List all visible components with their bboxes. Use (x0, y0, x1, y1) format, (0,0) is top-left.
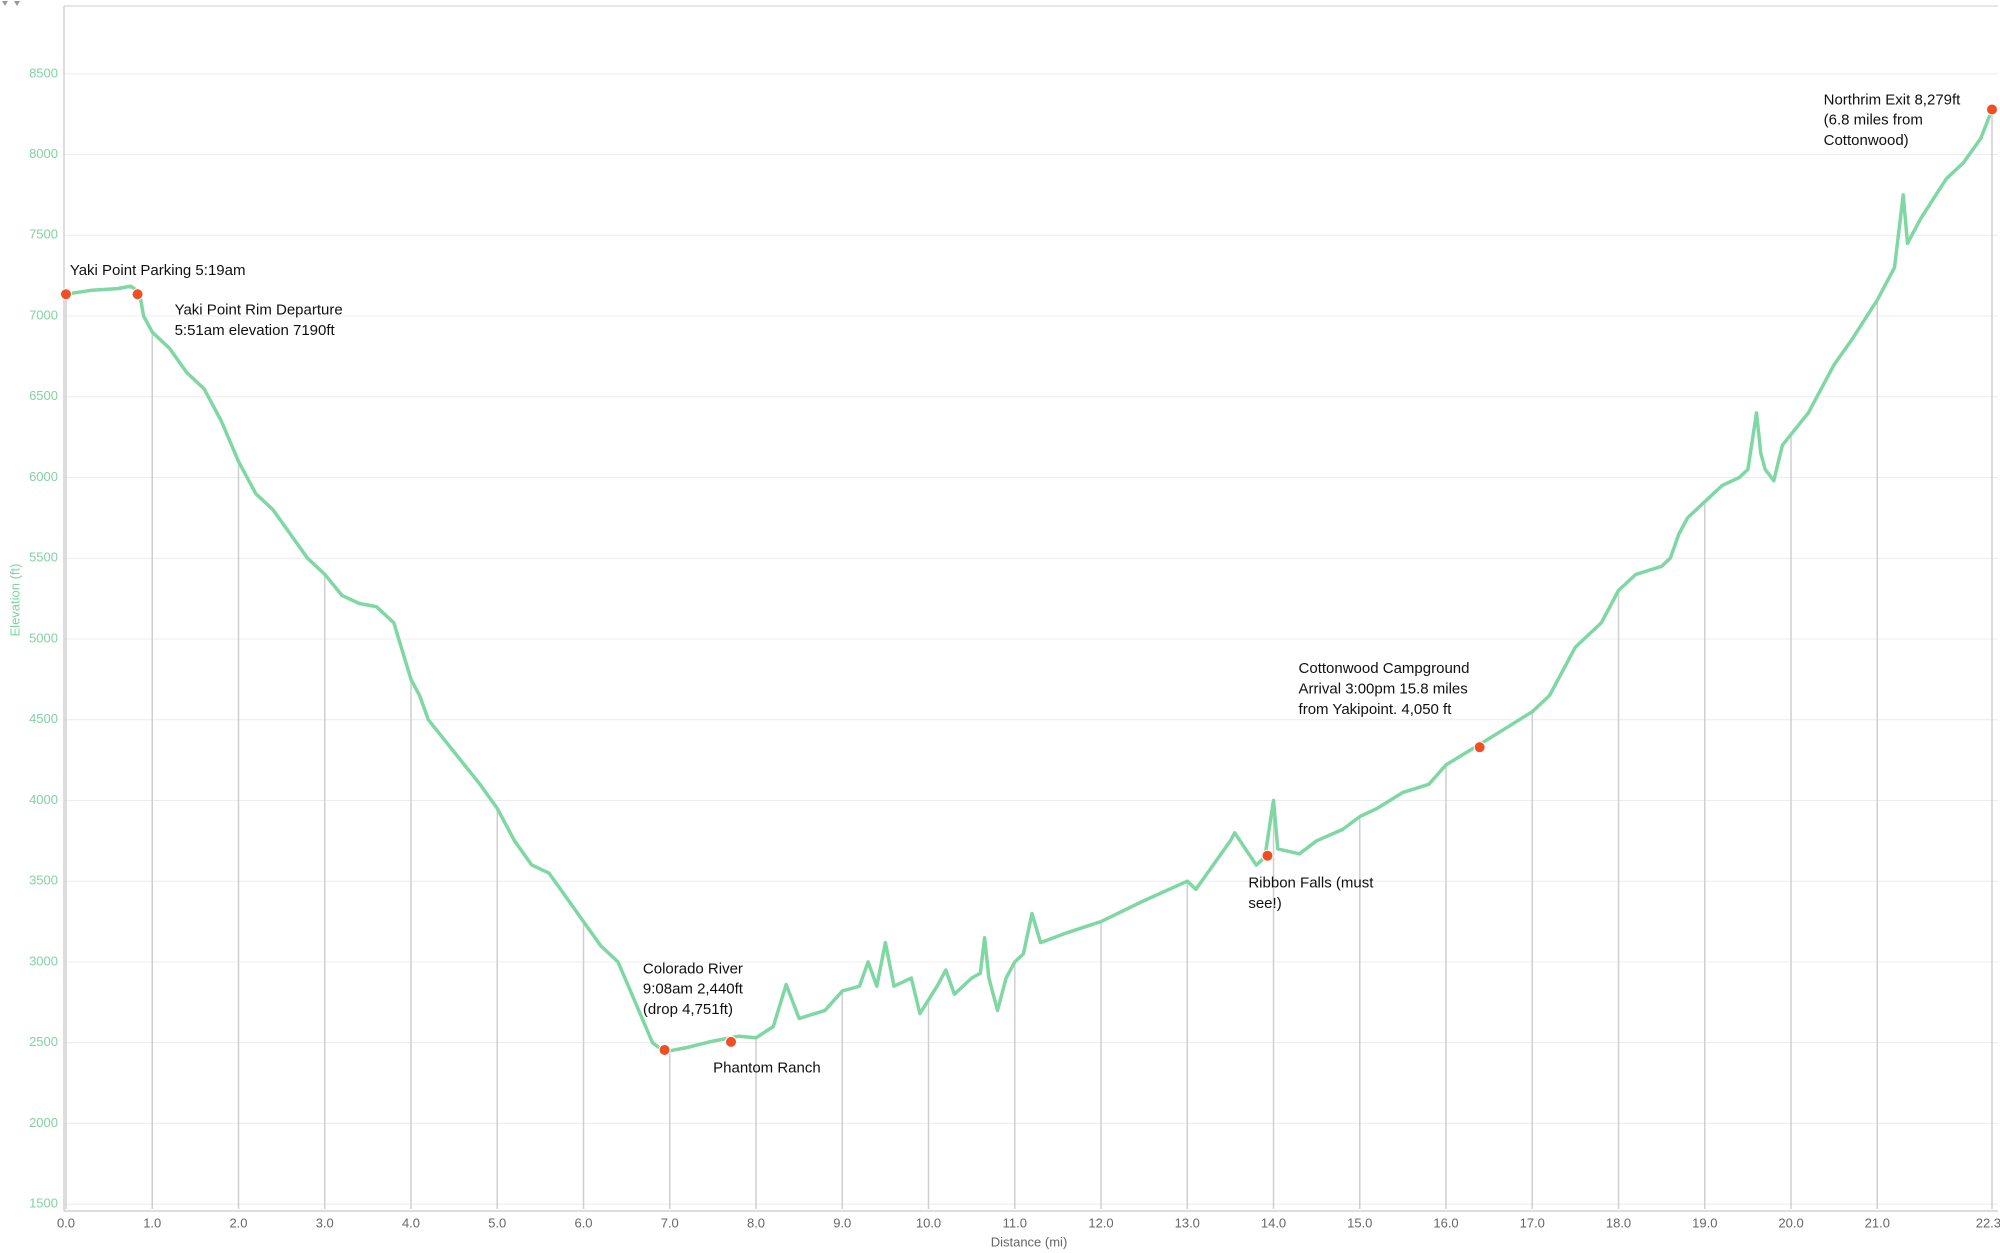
x-tick-label: 15.0 (1347, 1215, 1372, 1230)
y-tick-label: 5000 (29, 630, 58, 645)
x-axis-label: Distance (mi) (991, 1234, 1068, 1249)
x-tick-label: 6.0 (574, 1215, 592, 1230)
x-tick-label: 3.0 (316, 1215, 334, 1230)
annotation-text: Colorado River (643, 960, 743, 977)
annotation-text: Yaki Point Rim Departure (175, 302, 343, 319)
y-tick-label: 7000 (29, 307, 58, 322)
x-tick-label: 5.0 (488, 1215, 506, 1230)
x-tick-label: 12.0 (1088, 1215, 1113, 1230)
annotation-dot (658, 1043, 671, 1056)
x-tick-label: 13.0 (1175, 1215, 1200, 1230)
elevation-line (65, 108, 1994, 1053)
x-tick-label: 18.0 (1606, 1215, 1631, 1230)
annotation-text: Yaki Point Parking 5:19am (70, 262, 246, 279)
annotation-dot (1986, 103, 1998, 116)
annotation-text: (6.8 miles from (1824, 112, 1923, 129)
y-tick-label: 6500 (29, 388, 58, 403)
y-tick-label: 7500 (29, 227, 58, 242)
annotation-text: 9:08am 2,440ft (643, 981, 744, 998)
y-tick-label: 3500 (29, 873, 58, 888)
annotation-text: from Yakipoint. 4,050 ft (1299, 701, 1453, 718)
y-tick-label: 4000 (29, 792, 58, 807)
x-tick-label: 16.0 (1433, 1215, 1458, 1230)
x-tick-label: 17.0 (1520, 1215, 1545, 1230)
annotation-text: Cottonwood) (1824, 132, 1909, 149)
x-tick-label: 20.0 (1778, 1215, 1803, 1230)
annotation-text: see!) (1248, 895, 1281, 912)
x-tick-label: 9.0 (833, 1215, 851, 1230)
x-tick-label: 4.0 (402, 1215, 420, 1230)
annotation-dot (60, 288, 72, 301)
y-axis-label: Elevation (ft) (7, 564, 22, 637)
x-tick-label: 7.0 (661, 1215, 679, 1230)
x-tick-label: 21.0 (1865, 1215, 1890, 1230)
annotation-text: 5:51am elevation 7190ft (175, 322, 336, 339)
x-tick-label: 2.0 (229, 1215, 247, 1230)
y-tick-label: 3000 (29, 953, 58, 968)
x-tick-label: 22.33 (1976, 1215, 2000, 1230)
annotation-dot (1261, 849, 1274, 862)
annotation-dot (131, 288, 144, 301)
y-tick-label: 1500 (29, 1196, 58, 1211)
annotation-text: Ribbon Falls (must (1248, 874, 1374, 891)
annotation-dot (725, 1035, 738, 1048)
corner-arrows (2, 1, 20, 6)
y-tick-label: 2500 (29, 1034, 58, 1049)
y-tick-label: 4500 (29, 711, 58, 726)
y-tick-label: 5500 (29, 550, 58, 565)
annotation-dot (1473, 741, 1486, 754)
y-tick-label: 8500 (29, 65, 58, 80)
x-tick-label: 11.0 (1003, 1215, 1027, 1230)
y-tick-label: 6000 (29, 469, 58, 484)
y-tick-label: 2000 (29, 1115, 58, 1130)
annotation-text: Arrival 3:00pm 15.8 miles (1299, 681, 1468, 698)
x-tick-label: 14.0 (1261, 1215, 1286, 1230)
annotation-text: Phantom Ranch (713, 1059, 821, 1076)
annotation-text: (drop 4,751ft) (643, 1001, 733, 1018)
x-tick-label: 10.0 (916, 1215, 941, 1230)
annotation-text: Cottonwood Campground (1299, 660, 1470, 677)
x-tick-label: 8.0 (747, 1215, 765, 1230)
x-tick-label: 0.0 (57, 1215, 75, 1230)
y-tick-label: 8000 (29, 146, 58, 161)
x-tick-label: 19.0 (1692, 1215, 1717, 1230)
x-tick-label: 1.0 (143, 1215, 161, 1230)
annotation-text: Northrim Exit 8,279ft (1824, 91, 1962, 108)
